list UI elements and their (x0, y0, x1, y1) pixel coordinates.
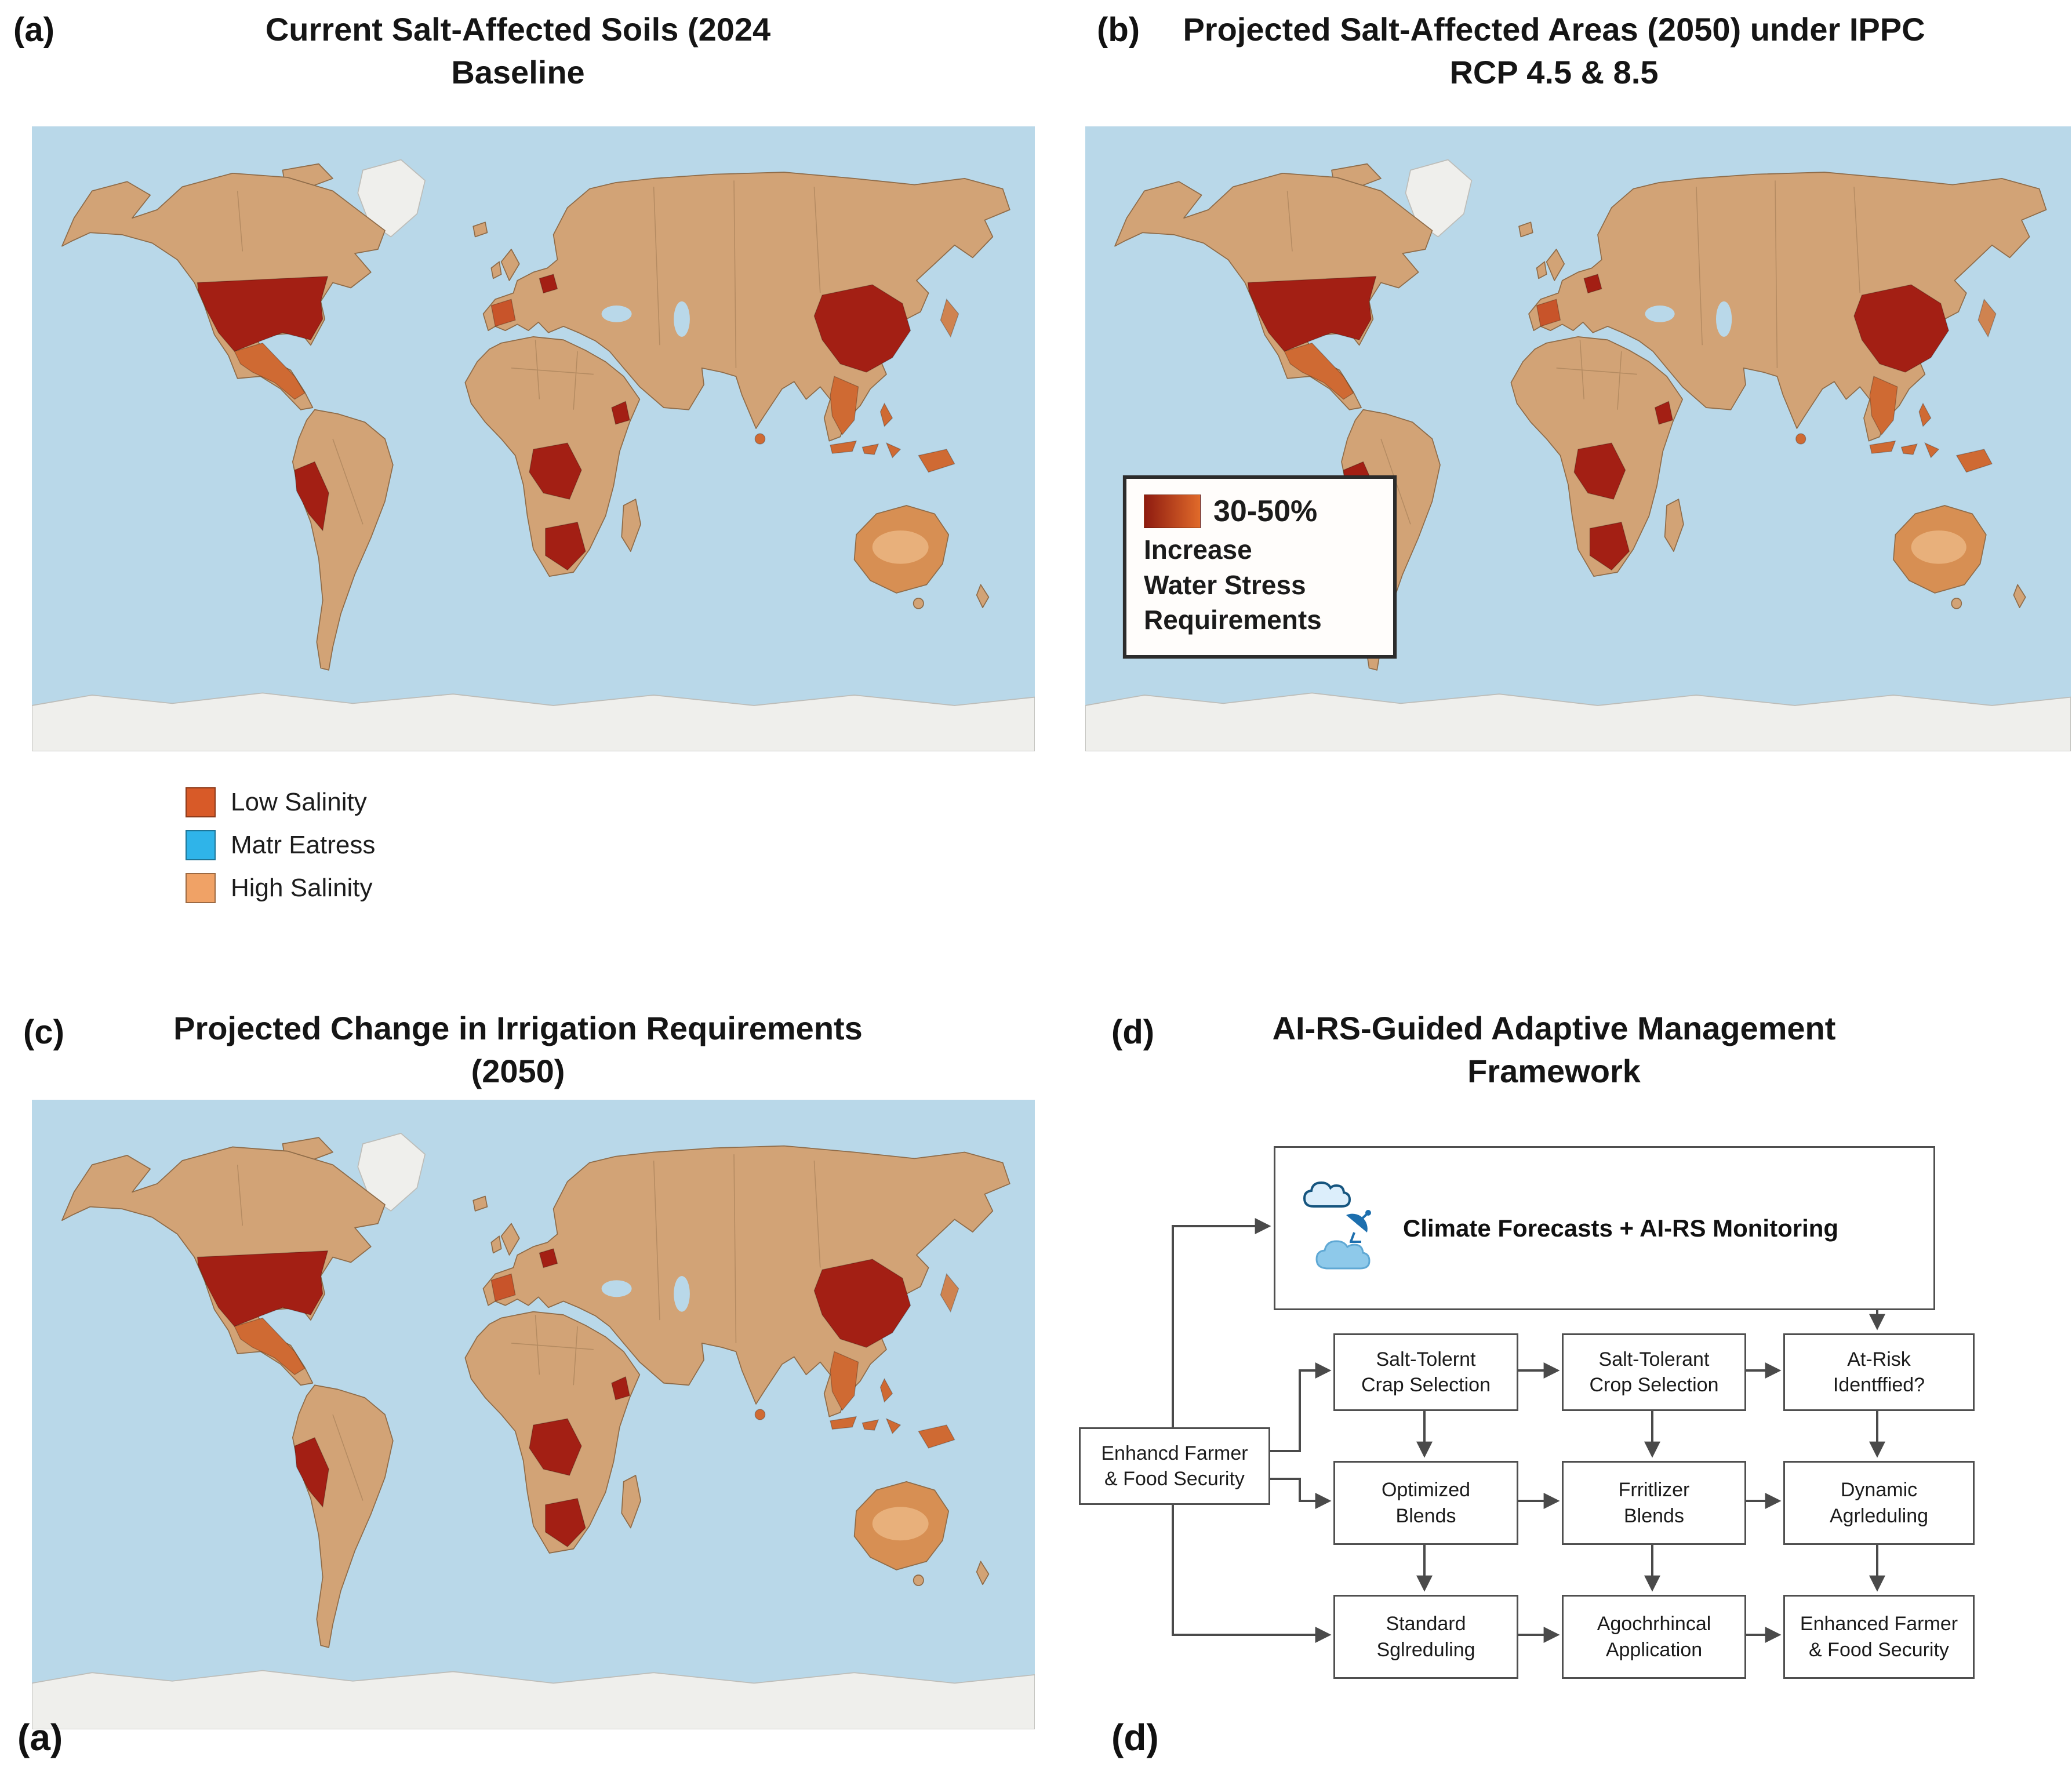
callout-head: 30-50% (1144, 494, 1376, 529)
legend-label-low-salinity: Low Salinity (231, 788, 367, 816)
callout-swatch (1144, 495, 1201, 528)
water-stress-callout: 30-50% Increase Water Stress Requirement… (1123, 475, 1397, 659)
salinity-legend: Low Salinity Matr Eatress High Salinity (186, 787, 375, 903)
panel-d: (d) AI-RS-Guided Adaptive Management Fra… (1036, 988, 2072, 1767)
world-map-c (32, 1100, 1035, 1729)
panel-a-label: (a) (13, 11, 54, 49)
bottom-label-d: (d) (1111, 1717, 1159, 1758)
legend-item-low-salinity: Low Salinity (186, 787, 375, 817)
panel-c-label: (c) (23, 1013, 64, 1051)
legend-swatch-high-salinity (186, 873, 216, 903)
panel-d-label: (d) (1111, 1013, 1155, 1051)
panel-c-title: Projected Change in Irrigation Requireme… (173, 1010, 863, 1089)
flowchart-box-optimized-blends: Optimized Blends (1333, 1461, 1518, 1545)
callout-headline: 30-50% (1213, 495, 1318, 528)
callout-lines: Increase Water Stress Requirements (1144, 535, 1322, 635)
flowchart-top-box: Climate Forecasts + AI-RS Monitoring (1274, 1146, 1935, 1310)
legend-swatch-water-stress (186, 830, 216, 860)
legend-item-water-stress: Matr Eatress (186, 830, 375, 860)
panel-b: (b) Projected Salt-Affected Areas (2050)… (1036, 0, 2072, 988)
panel-a: (a) Current Salt-Affected Soils (2024 Ba… (0, 0, 1036, 988)
legend-label-high-salinity: High Salinity (231, 874, 373, 902)
panel-b-label: (b) (1097, 11, 1140, 49)
legend-item-high-salinity: High Salinity (186, 873, 375, 903)
flowchart-box-standard-scheduling: Standard Sglreduling (1333, 1595, 1518, 1679)
flowchart-box-salt-tolernt-crap-selection: Salt-Tolernt Crap Selection (1333, 1333, 1518, 1411)
flowchart-box-fertilizer-blends: Frritlizer Blends (1562, 1461, 1746, 1545)
legend-label-water-stress: Matr Eatress (231, 831, 376, 859)
panel-d-title: AI-RS-Guided Adaptive Management Framewo… (1272, 1010, 1836, 1089)
cloud-satellite-icon (1296, 1175, 1383, 1282)
bottom-label-a: (a) (17, 1717, 63, 1758)
legend-swatch-low-salinity (186, 787, 216, 817)
flowchart-box-salt-tolerant-crop-selection: Salt-Tolerant Crop Selection (1562, 1333, 1746, 1411)
world-map-a (32, 126, 1035, 751)
flowchart-box-agrochemical-application: Agochrhincal Application (1562, 1595, 1746, 1679)
flowchart-box-enhanced-farmer-left: Enhancd Farmer & Food Security (1079, 1427, 1270, 1505)
panel-b-title: Projected Salt-Affected Areas (2050) und… (1183, 11, 1925, 90)
panel-c: (c) Projected Change in Irrigation Requi… (0, 988, 1036, 1767)
panel-a-title: Current Salt-Affected Soils (2024 Baseli… (265, 11, 771, 90)
flowchart-box-enhanced-farmer-right: Enhanced Farmer & Food Security (1783, 1595, 1975, 1679)
flowchart-box-dynamic-scheduling: Dynamic Agrleduling (1783, 1461, 1975, 1545)
flowchart-box-at-risk-identified: At-Risk Identffied? (1783, 1333, 1975, 1411)
flowchart-top-box-label: Climate Forecasts + AI-RS Monitoring (1403, 1214, 1839, 1242)
